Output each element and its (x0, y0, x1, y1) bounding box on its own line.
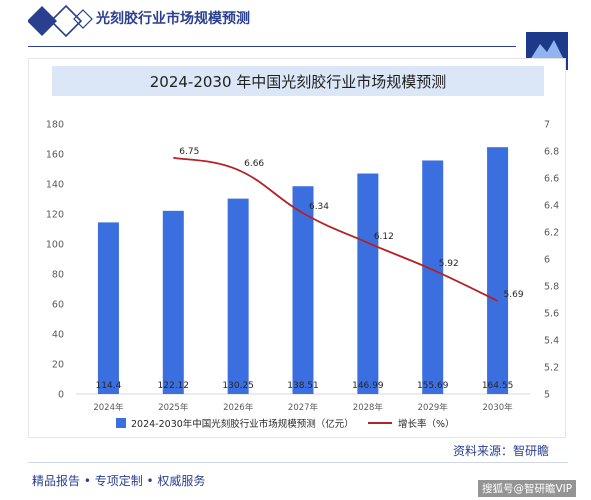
page-title: 光刻胶行业市场规模预测 (96, 11, 250, 27)
y-right-tick-label: 6.4 (544, 201, 559, 212)
x-tick-label: 2026年 (223, 402, 254, 413)
x-tick-label: 2024年 (93, 402, 124, 413)
y-left-tick-label: 40 (52, 330, 64, 341)
y-right-tick-label: 5.8 (544, 282, 559, 293)
bar (487, 147, 509, 394)
y-left-tick-label: 160 (46, 150, 64, 161)
y-right-tick-label: 5.4 (544, 336, 559, 347)
y-right-tick-label: 5.6 (544, 309, 559, 320)
y-right-tick-label: 7 (544, 120, 550, 131)
line-value-label: 6.75 (179, 147, 199, 157)
y-left-tick-label: 20 (52, 360, 64, 371)
source-label: 资料来源：智研瞻 (453, 444, 550, 458)
legend-bar-swatch (116, 418, 126, 428)
y-left-tick-label: 100 (46, 240, 64, 251)
bar-value-label: 130.25 (222, 381, 254, 391)
watermark: 搜狐号@智研瞻VIP (478, 480, 577, 497)
diamond-logo-icon (28, 4, 93, 38)
y-right-tick-label: 5.2 (544, 363, 559, 374)
y-left-tick-label: 60 (52, 300, 64, 311)
footer-divider (28, 462, 568, 463)
y-left-tick-label: 80 (52, 270, 64, 281)
x-tick-label: 2027年 (288, 402, 319, 413)
bar-value-label: 122.12 (158, 381, 190, 391)
y-right-tick-label: 6 (544, 255, 550, 266)
line-value-label: 6.34 (309, 202, 329, 212)
bar (292, 186, 314, 394)
y-right-tick-label: 5 (544, 390, 550, 401)
legend-line-label: 增长率（%） (398, 418, 455, 430)
y-left-tick-label: 120 (46, 210, 64, 221)
chart-title: 2024-2030 年中国光刻胶行业市场规模预测 (149, 72, 447, 91)
y-right-tick-label: 6.2 (544, 228, 559, 239)
bar-value-label: 138.51 (287, 381, 319, 391)
y-left-tick-label: 0 (58, 390, 64, 401)
y-left-tick-label: 140 (46, 180, 64, 191)
x-tick-label: 2029年 (418, 402, 449, 413)
x-tick-label: 2028年 (353, 402, 384, 413)
bar (422, 160, 444, 394)
bar-value-label: 114.4 (96, 381, 122, 391)
y-right-tick-label: 6.6 (544, 174, 559, 185)
y-right-tick-label: 6.8 (544, 147, 559, 158)
bar-value-label: 164.55 (482, 381, 514, 391)
header-divider (28, 46, 516, 47)
growth-rate-line (173, 156, 498, 302)
y-left-tick-label: 180 (46, 120, 64, 131)
bar (97, 222, 119, 394)
line-value-label: 6.12 (374, 232, 394, 242)
line-value-label: 5.69 (504, 290, 524, 300)
bar (162, 210, 184, 394)
bar (227, 198, 249, 394)
bar-value-label: 155.69 (417, 381, 449, 391)
footer-tagline: 精品报告 • 专项定制 • 权威服务 (32, 474, 206, 488)
line-value-label: 5.92 (439, 259, 459, 269)
bar-value-label: 146.99 (352, 381, 384, 391)
chart-title-bar: 2024-2030 年中国光刻胶行业市场规模预测 (52, 66, 544, 96)
line-value-label: 6.66 (244, 159, 264, 169)
x-tick-label: 2030年 (483, 402, 514, 413)
bar (357, 173, 379, 394)
legend-bar-label: 2024-2030年中国光刻胶行业市场规模预测（亿元） (131, 418, 354, 430)
x-tick-label: 2025年 (158, 402, 189, 413)
